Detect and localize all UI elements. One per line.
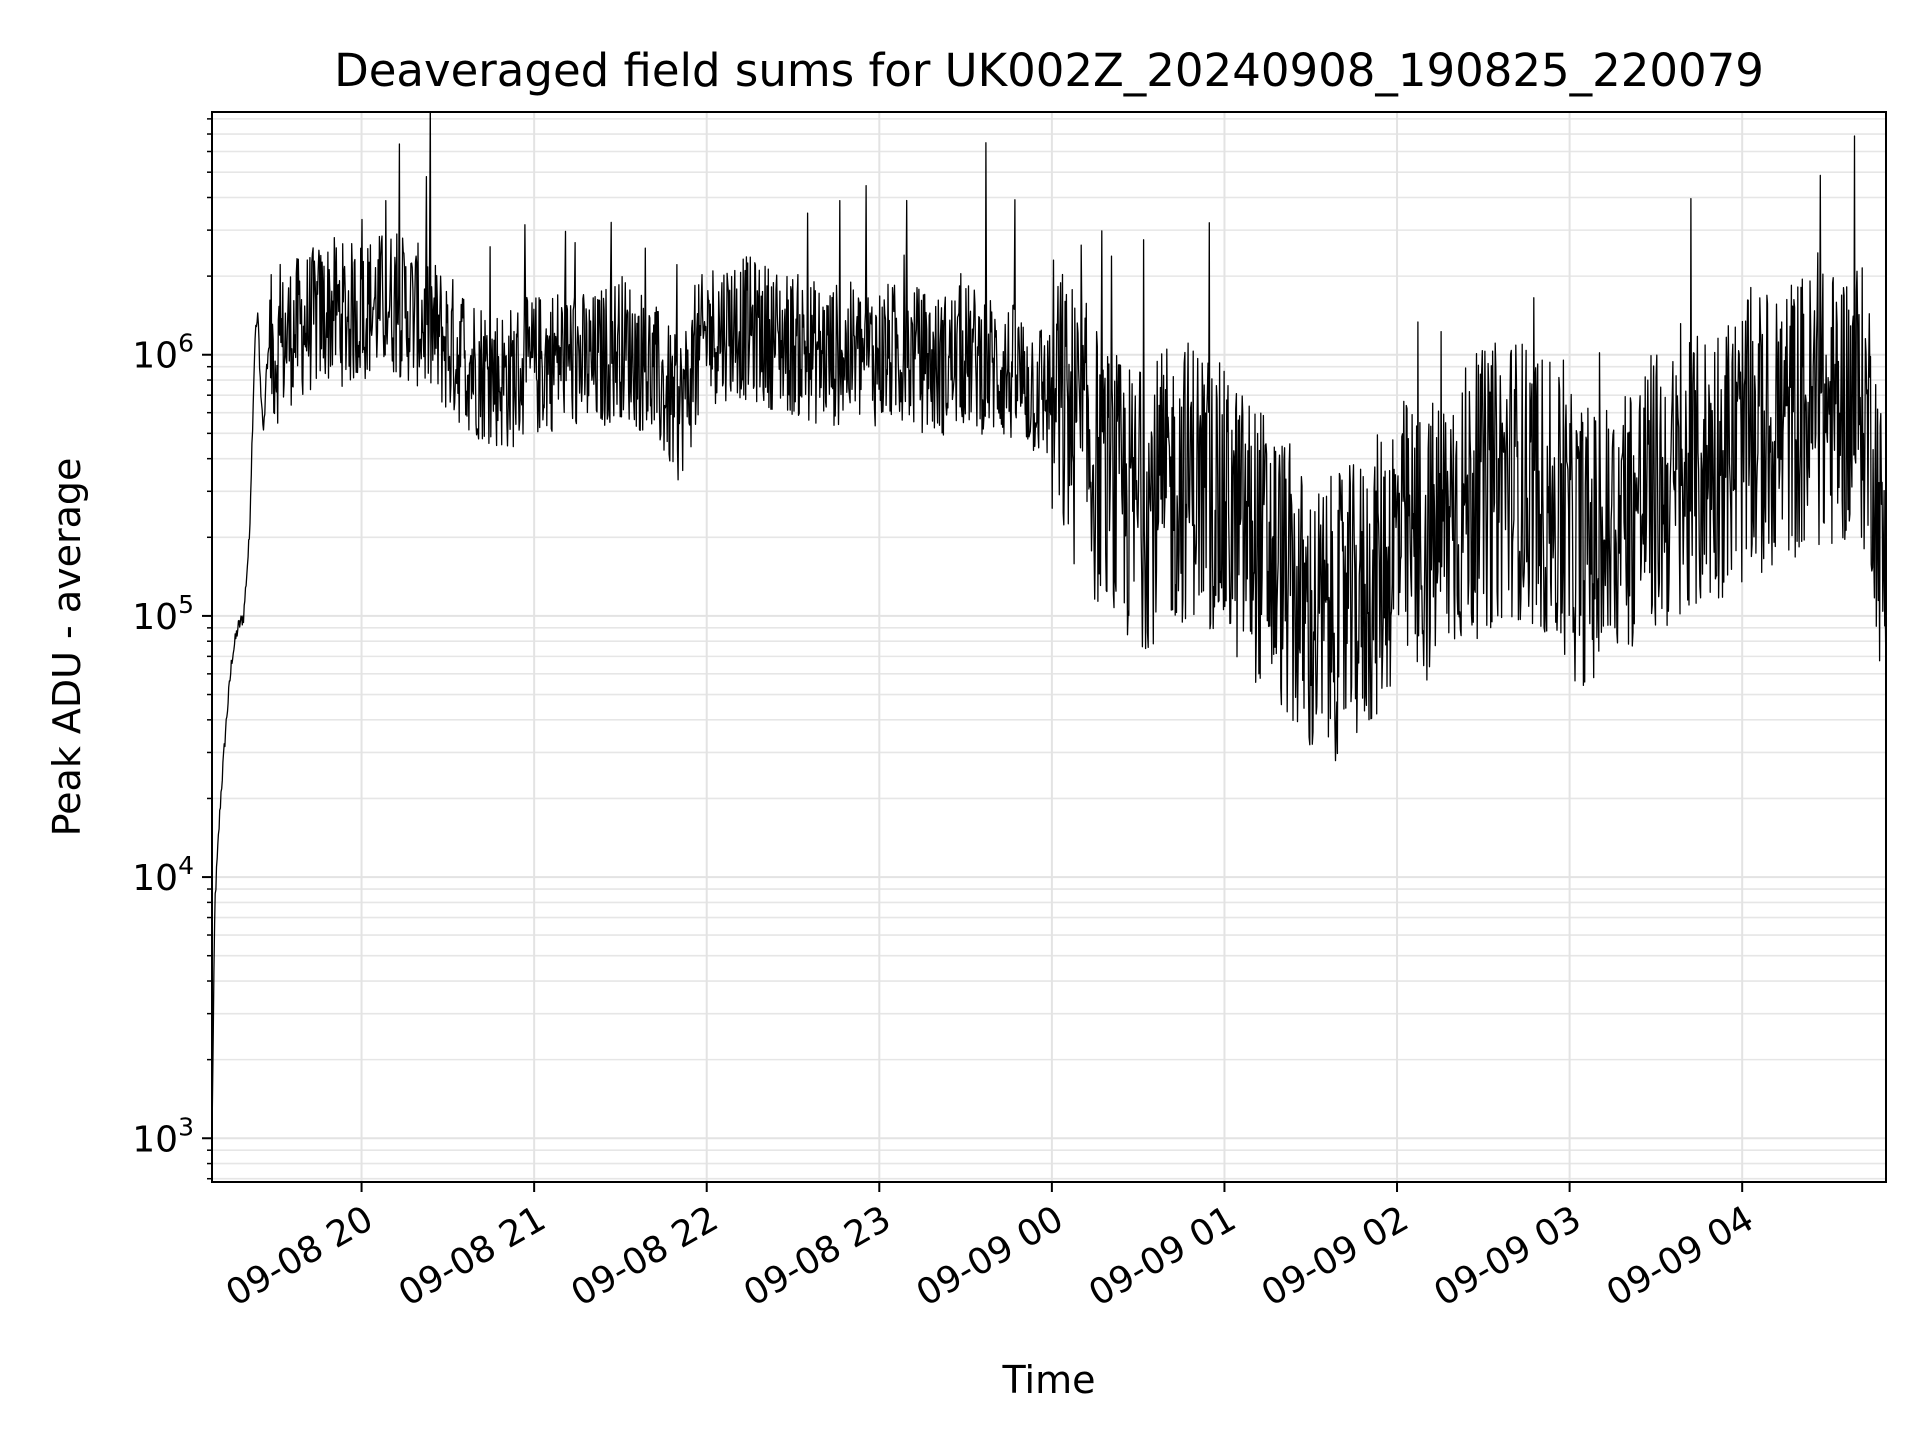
x-tick-label: 09-09 04 xyxy=(1600,1198,1761,1314)
x-tick-label: 09-08 23 xyxy=(737,1198,898,1314)
y-axis-label: Peak ADU - average xyxy=(45,458,89,837)
x-tick-label: 09-09 02 xyxy=(1255,1198,1416,1314)
x-tick-label: 09-08 22 xyxy=(565,1198,726,1314)
series-line xyxy=(212,112,1886,1136)
chart-title: Deaveraged field sums for UK002Z_2024090… xyxy=(334,44,1764,97)
x-tick-label: 09-09 00 xyxy=(910,1198,1071,1314)
y-tick-label: 106 xyxy=(132,329,194,377)
y-tick-label: 103 xyxy=(132,1112,194,1160)
y-axis: 103 104 105 106 xyxy=(132,118,212,1180)
y-tick-label: 105 xyxy=(132,590,194,638)
grid-lines xyxy=(212,112,1886,1182)
plot-frame xyxy=(211,111,1887,1183)
plot-area xyxy=(212,112,1886,1136)
x-tick-label: 09-09 01 xyxy=(1082,1198,1243,1314)
x-tick-label: 09-08 20 xyxy=(219,1198,380,1314)
x-axis: 09-08 20 09-08 21 09-08 22 09-08 23 09-09 00… xyxy=(219,1182,1761,1315)
x-tick-label: 09-08 21 xyxy=(392,1198,553,1314)
y-tick-label: 104 xyxy=(132,851,194,899)
x-axis-label: Time xyxy=(1002,1358,1096,1402)
x-tick-label: 09-09 03 xyxy=(1427,1198,1588,1314)
